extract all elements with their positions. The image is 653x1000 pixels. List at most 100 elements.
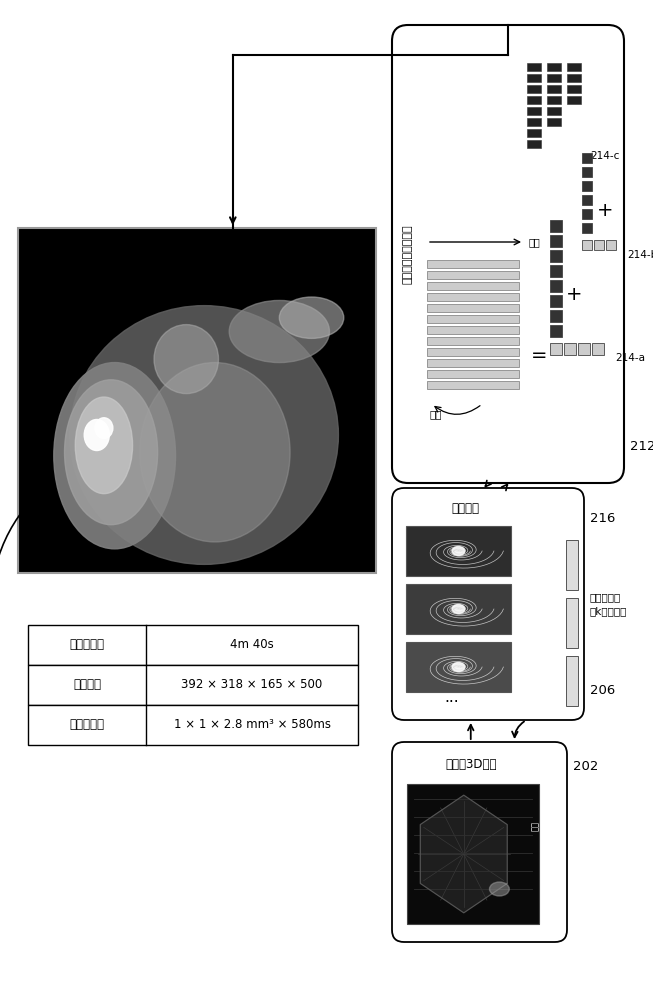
Bar <box>566 598 578 648</box>
Bar <box>582 167 592 177</box>
Bar <box>427 282 519 290</box>
Bar <box>547 118 561 126</box>
Bar <box>606 240 616 250</box>
Bar <box>567 85 581 93</box>
Ellipse shape <box>154 325 219 394</box>
Bar <box>578 343 590 355</box>
Text: 时间: 时间 <box>530 821 539 831</box>
Text: +: + <box>565 286 582 304</box>
Bar <box>567 63 581 71</box>
Bar <box>550 235 562 247</box>
Bar <box>427 260 519 268</box>
Bar <box>592 343 604 355</box>
Ellipse shape <box>70 306 338 564</box>
Bar <box>427 359 519 367</box>
Bar <box>550 250 562 262</box>
Text: 212: 212 <box>630 440 653 453</box>
Text: 扫描时间：: 扫描时间： <box>69 639 104 652</box>
Text: 206: 206 <box>590 684 615 696</box>
Bar <box>582 181 592 191</box>
Text: 202: 202 <box>573 760 598 774</box>
Text: 4m 40s: 4m 40s <box>230 639 274 652</box>
Bar <box>547 107 561 115</box>
Bar <box>527 140 541 148</box>
Bar <box>566 540 578 590</box>
Bar <box>427 370 519 378</box>
Text: 随机重建: 随机重建 <box>451 502 479 514</box>
Bar <box>527 63 541 71</box>
FancyBboxPatch shape <box>392 742 567 942</box>
Bar <box>547 85 561 93</box>
Bar <box>427 348 519 356</box>
Text: +: + <box>597 200 613 220</box>
Bar <box>527 74 541 82</box>
Ellipse shape <box>229 300 330 363</box>
Bar <box>427 293 519 301</box>
Ellipse shape <box>452 604 465 613</box>
Text: 随时间推移
的k空间通道: 随时间推移 的k空间通道 <box>590 592 628 616</box>
Bar <box>547 63 561 71</box>
Bar <box>567 96 581 104</box>
Bar <box>527 85 541 93</box>
Bar <box>582 223 592 233</box>
Bar <box>566 656 578 706</box>
Bar <box>582 153 592 163</box>
Bar <box>527 118 541 126</box>
Text: 1 × 1 × 2.8 mm³ × 580ms: 1 × 1 × 2.8 mm³ × 580ms <box>174 718 330 732</box>
Text: 214-b: 214-b <box>627 250 653 260</box>
Bar <box>550 295 562 307</box>
Text: 214-c: 214-c <box>590 151 620 161</box>
Bar <box>427 304 519 312</box>
Bar <box>550 280 562 292</box>
Bar <box>28 705 358 745</box>
Ellipse shape <box>490 882 509 896</box>
Polygon shape <box>421 795 507 913</box>
Text: 表观分辨率: 表观分辨率 <box>69 718 104 732</box>
Bar <box>582 195 592 205</box>
Bar <box>567 74 581 82</box>
Ellipse shape <box>54 363 176 549</box>
Ellipse shape <box>452 662 465 672</box>
Bar <box>406 526 511 576</box>
Bar <box>427 271 519 279</box>
Bar <box>407 784 539 924</box>
Bar <box>427 315 519 323</box>
Bar <box>582 209 592 219</box>
Text: 矩阵大小: 矩阵大小 <box>73 678 101 692</box>
Bar <box>28 625 358 665</box>
Bar <box>18 228 376 573</box>
Bar <box>550 325 562 337</box>
Text: 214-a: 214-a <box>615 353 645 363</box>
Text: ...: ... <box>445 690 459 706</box>
Bar <box>427 337 519 345</box>
Bar <box>406 642 511 692</box>
FancyBboxPatch shape <box>392 25 624 483</box>
Ellipse shape <box>84 419 109 451</box>
Bar <box>550 310 562 322</box>
Text: 回复: 回复 <box>429 409 441 419</box>
Bar <box>550 343 562 355</box>
FancyBboxPatch shape <box>392 488 584 720</box>
Bar <box>594 240 604 250</box>
Bar <box>28 665 358 705</box>
Text: 时间: 时间 <box>529 237 541 247</box>
Text: 压缩多尺度低秩模型: 压缩多尺度低秩模型 <box>403 224 413 284</box>
Bar <box>527 96 541 104</box>
Bar <box>527 129 541 137</box>
Ellipse shape <box>140 363 290 542</box>
Bar <box>427 381 519 389</box>
Bar <box>550 265 562 277</box>
Bar <box>427 326 519 334</box>
Text: 392 × 318 × 165 × 500: 392 × 318 × 165 × 500 <box>182 678 323 692</box>
Bar <box>550 220 562 232</box>
Ellipse shape <box>75 397 133 494</box>
Text: 非门控3D采集: 非门控3D采集 <box>445 758 496 770</box>
Bar <box>406 584 511 634</box>
Ellipse shape <box>452 546 465 556</box>
Bar <box>527 107 541 115</box>
Text: =: = <box>531 346 547 364</box>
Bar <box>564 343 576 355</box>
Ellipse shape <box>279 297 343 338</box>
Text: 216: 216 <box>590 512 615 524</box>
Bar <box>547 96 561 104</box>
